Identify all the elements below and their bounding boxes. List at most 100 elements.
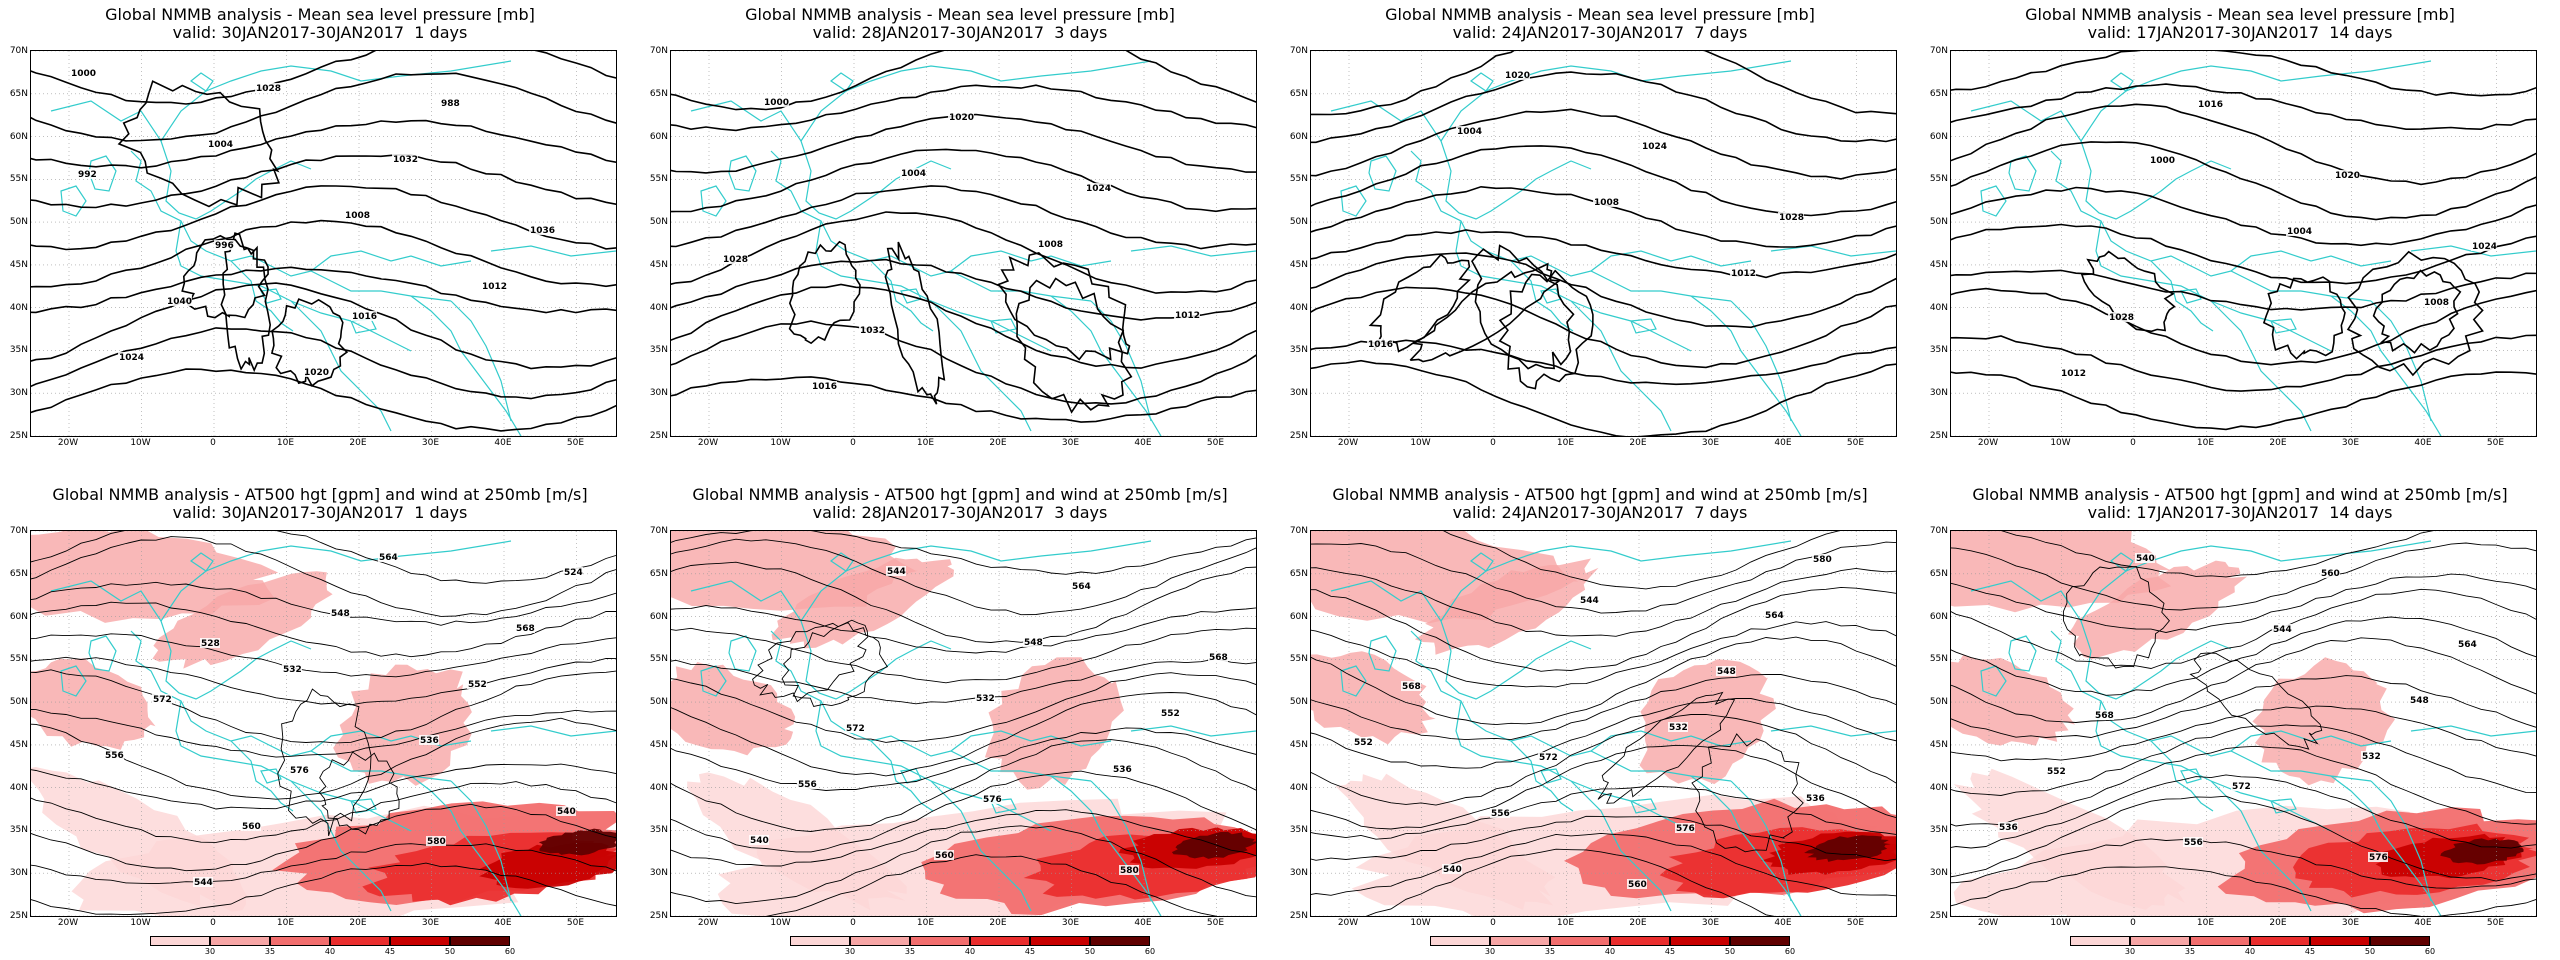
colorbar-tick-label: 35	[264, 947, 276, 956]
map-canvas: 1000 1004 1008 1012 1016 1020 1024 1028 1032	[671, 51, 1256, 436]
lon-tick-label: 40E	[1774, 918, 1792, 928]
lon-tick-label: 0	[2130, 918, 2136, 928]
lon-tick-label: 0	[210, 438, 216, 448]
lat-tick-label: 55N	[1289, 654, 1308, 665]
lat-tick-label: 45N	[1929, 259, 1948, 270]
isoline-value-label: 572	[2232, 782, 2251, 792]
colorbar-swatch	[2250, 936, 2310, 946]
wind-speed-area	[671, 662, 796, 756]
lat-tick-label: 25N	[1289, 911, 1308, 921]
lon-tick-label: 40E	[2414, 438, 2432, 448]
lon-tick-label: 10W	[1410, 438, 1431, 448]
colorbar-swatch	[2310, 936, 2370, 946]
wind-speed-area	[2252, 657, 2396, 786]
lon-tick-label: 50E	[1846, 918, 1865, 928]
wind-colorbar: 30 35 40 45 50 60	[2050, 936, 2435, 956]
wind-shading	[671, 531, 1256, 916]
colorbar-swatch	[1090, 936, 1150, 946]
isoline-value-label: 560	[242, 822, 261, 832]
isoline-value-label: 1004	[901, 169, 926, 179]
wind-colorbar: 30 35 40 45 50 60	[1410, 936, 1795, 956]
colorbar-swatch	[1430, 936, 1490, 946]
lon-tick-label: 10E	[1556, 918, 1575, 928]
lon-tick-label: 0	[210, 918, 216, 928]
map-panel-mslp-3: Global NMMB analysis - Mean sea level pr…	[1920, 0, 2560, 480]
wind-speed-area	[1335, 773, 1556, 910]
isoline-value-label: 536	[1999, 823, 2018, 833]
lat-tick-label: 40N	[9, 782, 28, 793]
lat-tick-label: 50N	[1929, 217, 1948, 228]
colorbar-tick-label: 30	[844, 947, 856, 956]
wind-speed-area	[31, 767, 249, 912]
wind-speed-area	[333, 664, 472, 786]
lon-tick-label: 50E	[1206, 438, 1225, 448]
colorbar-swatch	[850, 936, 910, 946]
lon-tick-label: 20W	[1977, 438, 1999, 448]
colorbar-tick-label: 35	[904, 947, 916, 956]
colorbar-tick-label: 50	[1724, 947, 1736, 956]
isoline-value-label: 536	[1806, 794, 1825, 804]
isoline-value-label: 572	[1539, 753, 1558, 763]
isoline-value-label: 1040	[167, 297, 192, 307]
lon-tick-label: 10W	[1410, 918, 1431, 928]
wind-speed-area	[538, 828, 616, 856]
isolines	[1311, 51, 1896, 436]
map-plot-area: 532 536 540 544 548 552 556 560 564 568 572 576 580 5…	[30, 530, 617, 917]
isoline-value-label: 532	[283, 665, 302, 675]
lat-tick-label: 65N	[1289, 88, 1308, 99]
lon-tick-label: 0	[1490, 918, 1496, 928]
lon-tick-label: 10W	[130, 438, 151, 448]
lat-tick-label: 50N	[649, 697, 668, 708]
lat-tick-label: 65N	[1929, 568, 1948, 579]
isoline-value-label: 564	[2458, 640, 2477, 650]
panel-title: Global NMMB analysis - Mean sea level pr…	[2025, 5, 2455, 24]
lat-tick-label: 50N	[1289, 217, 1308, 228]
colorbar-tick-label: 45	[384, 947, 396, 956]
lat-tick-label: 55N	[9, 654, 28, 665]
isoline-value-label: 1024	[1086, 184, 1111, 194]
lon-tick-label: 20W	[697, 918, 719, 928]
panel-title: Global NMMB analysis - AT500 hgt [gpm] a…	[1332, 485, 1868, 504]
map-panel-z500-0: Global NMMB analysis - AT500 hgt [gpm] a…	[0, 480, 640, 960]
panel-valid-period: valid: 30JAN2017-30JAN2017 1 days	[172, 503, 468, 522]
lat-tick-label: 25N	[9, 911, 28, 921]
map-canvas: 532 536 540 544 548 552 556 560 564 568 572 576 580	[1311, 531, 1896, 916]
lat-tick-label: 30N	[9, 868, 28, 879]
isoline-value-label: 1004	[1457, 127, 1482, 137]
lat-tick-label: 35N	[9, 345, 28, 356]
isoline-value-label: 576	[290, 766, 309, 776]
isolines	[671, 531, 1256, 916]
isoline-value-label: 572	[846, 724, 865, 734]
lat-tick-label: 45N	[1289, 259, 1308, 270]
lat-tick-label: 45N	[9, 739, 28, 750]
map-plot-area: 532 536 540 544 548 552 556 560 564 568 572 576	[1950, 530, 2537, 917]
colorbar-swatch	[2130, 936, 2190, 946]
isoline-value-label: 996	[215, 241, 234, 251]
isoline-value-label: 564	[379, 553, 398, 563]
isolines	[31, 51, 616, 432]
isoline-value-label: 1024	[2472, 242, 2497, 252]
isoline-value-label: 552	[468, 680, 487, 690]
map-plot-area: 1000 1004 1008 1012 1024 1028 1032 1036 1040 1020…	[30, 50, 617, 437]
isoline-value-label: 1032	[393, 155, 418, 165]
map-panel-mslp-1: Global NMMB analysis - Mean sea level pr…	[640, 0, 1280, 480]
lat-tick-label: 60N	[1929, 131, 1948, 142]
map-canvas: 1004 1008 1012 1016 1020 1024 1028	[1311, 51, 1896, 436]
colorbar-tick-label: 50	[1084, 947, 1096, 956]
isoline-value-label: 580	[1120, 866, 1139, 876]
lat-tick-label: 35N	[9, 825, 28, 836]
lat-tick-label: 35N	[649, 825, 668, 836]
lat-tick-label: 25N	[1289, 431, 1308, 441]
isoline-value-label: 564	[1765, 611, 1784, 621]
colorbar-swatch	[1550, 936, 1610, 946]
coastlines	[1330, 540, 1896, 916]
isoline-value-label: 1028	[2109, 313, 2134, 323]
colorbar-swatch	[1490, 936, 1550, 946]
isoline-value-label: 1028	[1779, 213, 1804, 223]
isoline-labels: 532 536 540 544 548 552 556 560 564 568 572 576	[1998, 553, 2477, 863]
lon-tick-label: 50E	[2486, 918, 2505, 928]
isoline-value-label: 536	[420, 736, 439, 746]
lon-tick-label: 10W	[2050, 918, 2071, 928]
lat-tick-label: 50N	[9, 697, 28, 708]
lon-tick-label: 20E	[989, 918, 1007, 928]
